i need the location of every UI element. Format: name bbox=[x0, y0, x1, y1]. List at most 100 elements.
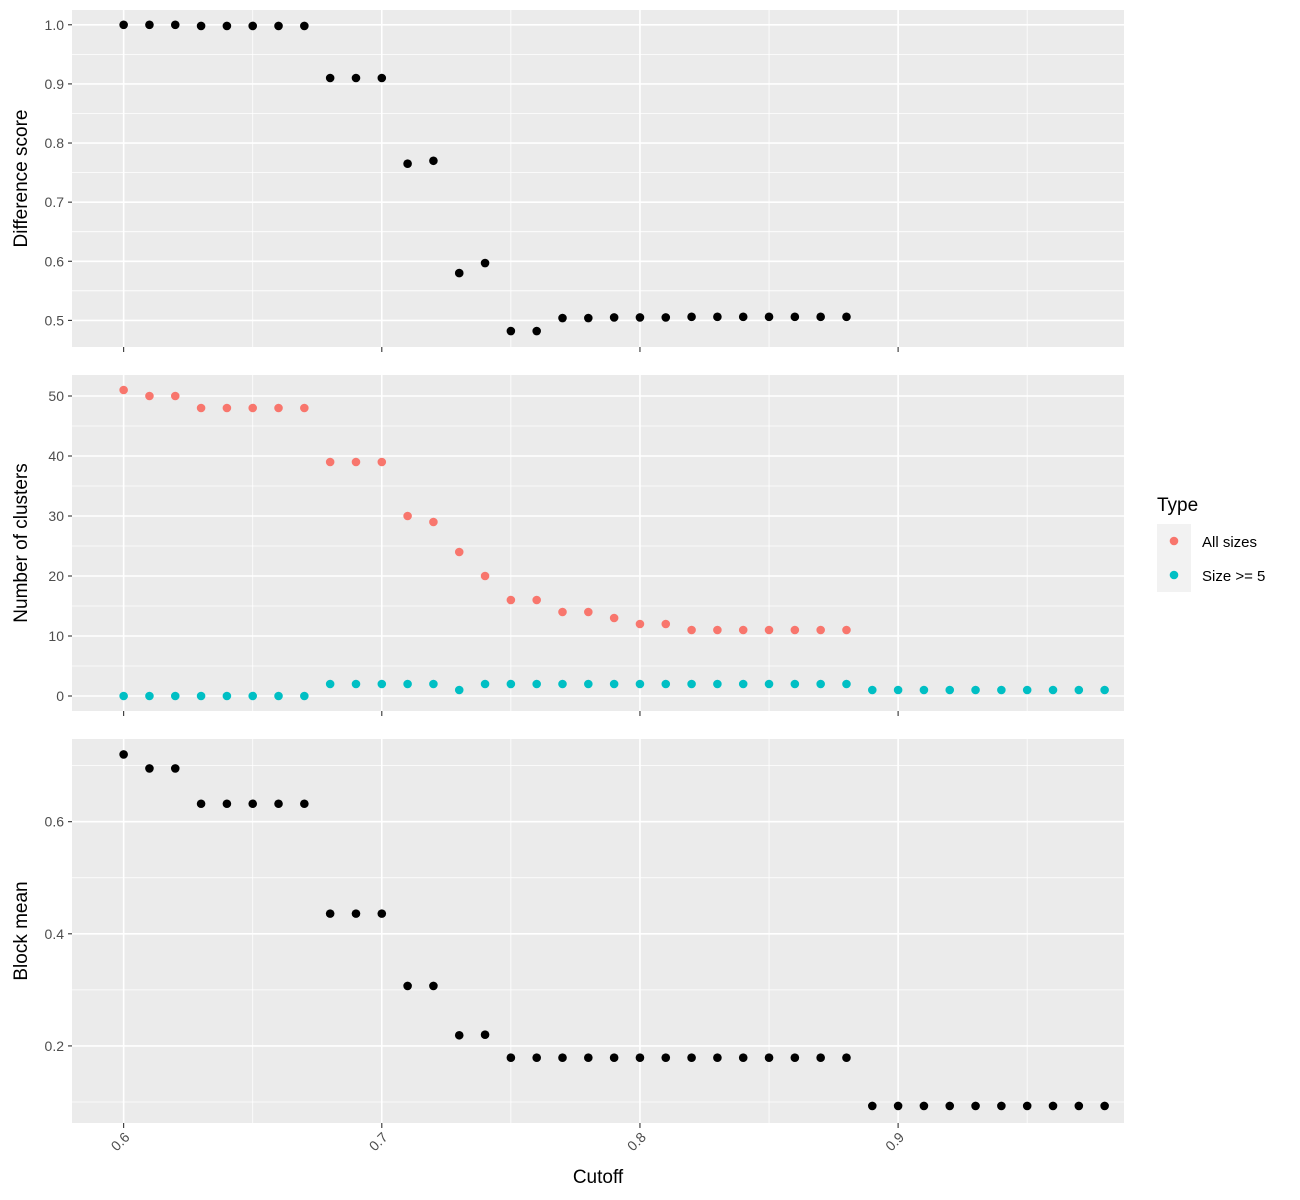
data-point bbox=[274, 403, 283, 413]
data-point bbox=[919, 1101, 929, 1111]
data-point bbox=[945, 685, 955, 695]
data-point bbox=[532, 679, 541, 689]
data-point bbox=[506, 679, 516, 689]
data-point bbox=[584, 607, 593, 617]
data-point bbox=[196, 403, 206, 413]
data-point bbox=[325, 679, 335, 689]
data-point bbox=[532, 1053, 541, 1062]
data-point bbox=[403, 511, 412, 521]
data-point bbox=[893, 1101, 903, 1111]
panel-3: 0.2 0.4 0.6 Block mean 0.6 0.7 0.8 0.9 bbox=[11, 739, 1124, 1154]
legend-label-all-sizes: All sizes bbox=[1202, 534, 1257, 551]
series-2 bbox=[119, 679, 1109, 701]
data-point bbox=[300, 691, 309, 701]
data-point bbox=[196, 691, 206, 701]
data-point bbox=[661, 619, 671, 629]
y-axis-title: Block mean bbox=[11, 881, 32, 980]
legend-key-size-ge-5 bbox=[1169, 570, 1179, 580]
data-point bbox=[635, 313, 645, 322]
data-point bbox=[790, 679, 800, 689]
y-tick-label: 0.6 bbox=[45, 814, 65, 830]
series-1 bbox=[119, 750, 1109, 1111]
data-point bbox=[790, 625, 800, 635]
data-point bbox=[609, 679, 619, 689]
data-point bbox=[248, 403, 258, 413]
series-1 bbox=[119, 385, 851, 635]
data-point bbox=[429, 517, 438, 527]
legend-label-size-ge-5: Size >= 5 bbox=[1202, 568, 1265, 585]
y-tick-label: 1.0 bbox=[45, 17, 65, 33]
data-point bbox=[506, 595, 516, 605]
data-point bbox=[816, 1053, 825, 1062]
data-point bbox=[222, 691, 232, 701]
data-point bbox=[377, 679, 387, 689]
data-point bbox=[997, 685, 1006, 695]
data-point bbox=[274, 21, 283, 31]
y-tick-label: 0.9 bbox=[45, 76, 65, 92]
data-point bbox=[738, 312, 748, 322]
data-point bbox=[300, 21, 309, 31]
data-point bbox=[790, 312, 800, 322]
data-point bbox=[300, 403, 309, 413]
data-point bbox=[532, 595, 541, 605]
panel-1: 0.5 0.6 0.7 0.8 0.9 1.0 Difference score bbox=[11, 10, 1124, 352]
data-point bbox=[945, 1101, 955, 1111]
x-tick-label: 0.9 bbox=[882, 1129, 907, 1154]
x-tick-label: 0.6 bbox=[108, 1129, 133, 1154]
y-tick-label: 40 bbox=[48, 448, 64, 464]
data-point bbox=[971, 1101, 980, 1111]
x-axis-title: Cutoff bbox=[573, 1167, 624, 1188]
data-point bbox=[222, 403, 232, 413]
legend: Type All sizes Size >= 5 bbox=[1157, 495, 1265, 592]
data-point bbox=[480, 571, 490, 581]
data-point bbox=[893, 685, 903, 695]
data-point bbox=[584, 679, 593, 689]
data-point bbox=[325, 73, 335, 83]
data-point bbox=[145, 764, 154, 773]
data-point bbox=[351, 73, 361, 83]
y-axis-title: Number of clusters bbox=[11, 463, 32, 622]
data-point bbox=[429, 679, 438, 689]
data-point bbox=[1074, 1101, 1084, 1111]
data-point bbox=[119, 750, 128, 759]
y-axis-title: Difference score bbox=[11, 110, 32, 248]
data-point bbox=[558, 607, 567, 617]
data-point bbox=[377, 909, 387, 918]
data-point bbox=[635, 679, 645, 689]
data-point bbox=[816, 312, 825, 322]
data-point bbox=[558, 1053, 567, 1062]
data-point bbox=[170, 691, 180, 701]
data-point bbox=[738, 679, 748, 689]
data-point bbox=[403, 981, 412, 991]
data-point bbox=[1074, 685, 1084, 695]
y-tick-label: 0.8 bbox=[45, 135, 65, 151]
data-point bbox=[377, 457, 387, 467]
data-point bbox=[1100, 685, 1109, 695]
series-1 bbox=[119, 20, 851, 336]
data-point bbox=[687, 1053, 696, 1062]
data-point bbox=[919, 685, 929, 695]
data-point bbox=[661, 1053, 671, 1062]
data-point bbox=[764, 1053, 774, 1062]
panel-background bbox=[72, 10, 1124, 347]
data-point bbox=[222, 21, 232, 31]
data-point bbox=[145, 691, 154, 701]
y-tick-label: 0 bbox=[56, 688, 64, 704]
data-point bbox=[196, 21, 206, 31]
data-point bbox=[170, 391, 180, 401]
data-point bbox=[454, 268, 464, 278]
data-point bbox=[609, 613, 619, 623]
panel-2: 0 10 20 30 40 50 Number of clusters bbox=[11, 375, 1124, 716]
y-tick-label: 0.4 bbox=[45, 926, 65, 942]
data-point bbox=[222, 799, 232, 809]
y-tick-label: 0.2 bbox=[45, 1038, 65, 1054]
data-point bbox=[842, 679, 851, 689]
data-point bbox=[558, 313, 567, 323]
data-point bbox=[738, 1053, 748, 1062]
data-point bbox=[558, 679, 567, 689]
y-tick-label: 0.5 bbox=[45, 312, 65, 328]
data-point bbox=[170, 764, 180, 773]
data-point bbox=[1022, 1101, 1032, 1111]
legend-key-background bbox=[1157, 524, 1191, 592]
data-point bbox=[145, 391, 154, 401]
